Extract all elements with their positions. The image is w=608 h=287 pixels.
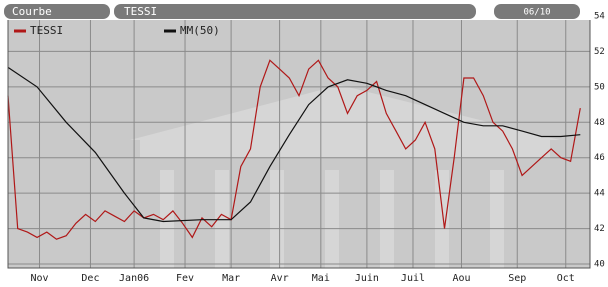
y-tick-label: 54 [594,12,605,22]
x-tick-label: Mar [222,273,240,284]
y-tick-label: 40 [594,260,605,270]
y-tick-label: 52 [594,47,605,57]
x-tick-label: Dec [81,273,99,284]
y-tick-label: 42 [594,224,605,234]
x-tick-label: Juin [355,273,379,284]
symbol-pill[interactable] [114,4,476,19]
x-tick-label: Jan06 [119,273,149,284]
legend-label: TESSI [30,24,63,37]
chart: Courbe TESSI 06/10 TESSI MM(50) 40 42 44 46 4… [0,0,608,287]
mode: Courbe [12,5,52,18]
y-tick-label: 46 [594,153,605,163]
date: 06/10 [523,8,550,18]
symbol: TESSI [124,5,157,18]
y-tick-label: 44 [594,189,605,199]
x-tick-label: Fev [176,273,194,284]
x-tick-label: Nov [30,273,48,284]
y-tick-label: 50 [594,82,605,92]
x-tick-label: Oct [557,273,575,284]
x-tick-label: Mai [312,273,330,284]
x-tick-label: Sep [508,273,526,284]
x-tick-label: Juil [401,273,425,284]
x-tick-label: Avr [271,273,289,284]
x-tick-label: Aou [452,273,470,284]
legend-label: MM(50) [180,24,220,37]
y-tick-label: 48 [594,118,605,128]
